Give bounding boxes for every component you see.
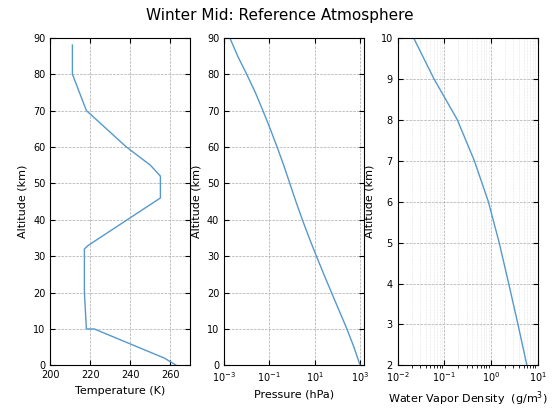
X-axis label: Temperature (K): Temperature (K) — [75, 386, 166, 396]
Text: Winter Mid: Reference Atmosphere: Winter Mid: Reference Atmosphere — [146, 8, 414, 24]
X-axis label: Water Vapor Density  (g/m$^{3}$): Water Vapor Density (g/m$^{3}$) — [388, 390, 548, 408]
Y-axis label: Altitude (km): Altitude (km) — [365, 165, 375, 238]
X-axis label: Pressure (hPa): Pressure (hPa) — [254, 390, 334, 399]
Y-axis label: Altitude (km): Altitude (km) — [17, 165, 27, 238]
Y-axis label: Altitude (km): Altitude (km) — [191, 165, 201, 238]
